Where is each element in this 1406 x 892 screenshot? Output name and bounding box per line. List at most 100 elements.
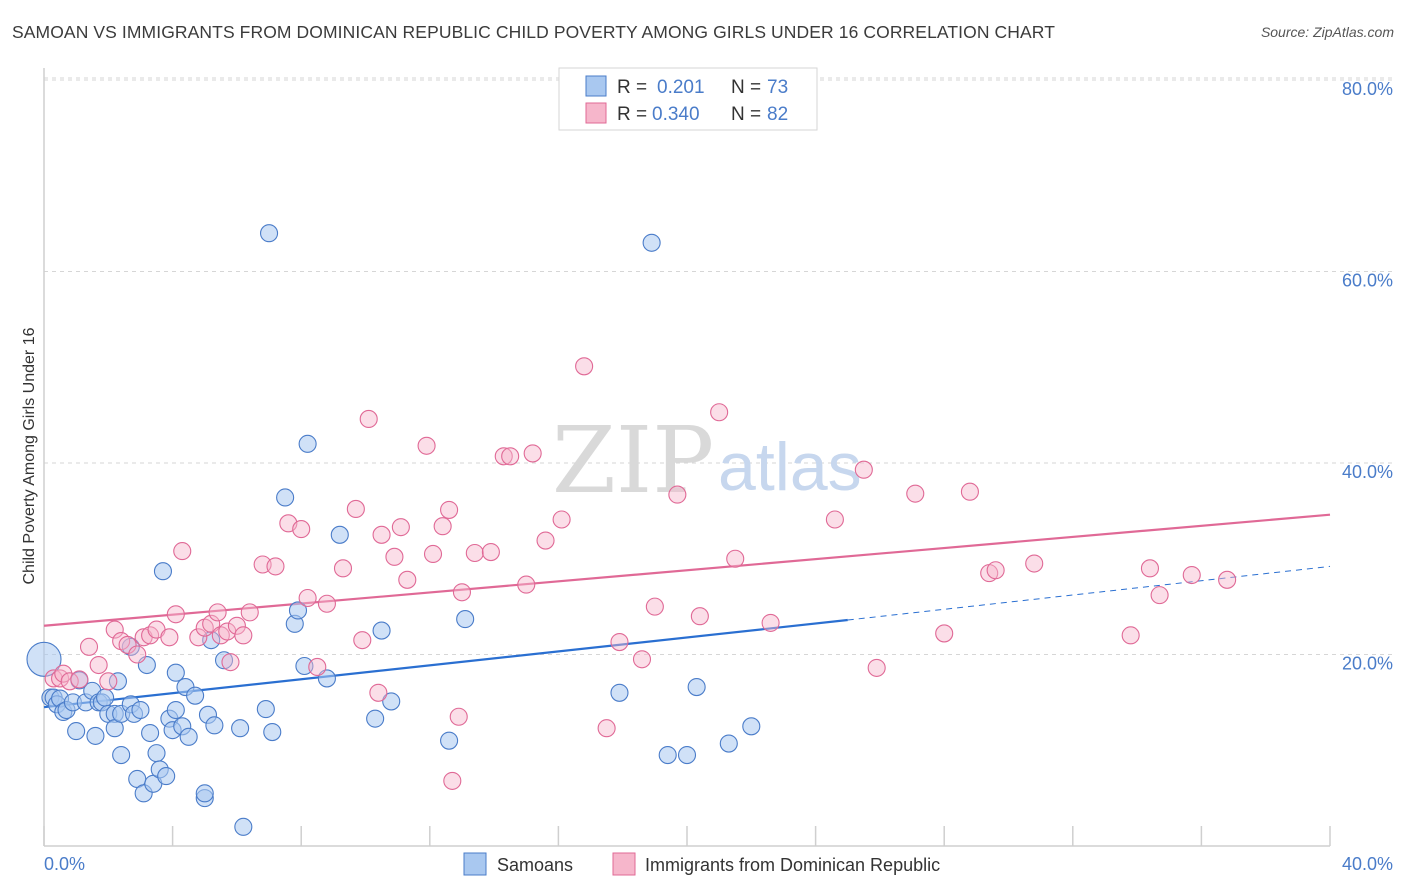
point-dominican: [575, 357, 594, 376]
point-dominican: [234, 626, 253, 645]
point-dominican: [960, 482, 979, 501]
point-dominican: [99, 672, 118, 691]
point-dominican: [690, 607, 709, 626]
y-axis-label: Child Poverty Among Girls Under 16: [21, 327, 38, 584]
point-dominican: [346, 499, 365, 519]
legend-n-label-blue: N =: [731, 77, 761, 98]
point-dominican: [160, 628, 179, 647]
point-dominican: [372, 525, 391, 544]
point-dominican: [597, 719, 616, 738]
point-samoans: [263, 723, 282, 742]
point-samoans: [141, 723, 160, 743]
point-dominican: [536, 531, 555, 550]
point-dominican: [465, 543, 484, 563]
point-samoans: [166, 700, 185, 720]
point-dominican: [645, 597, 664, 616]
point-dominican: [353, 631, 372, 650]
point-dominican: [70, 670, 89, 689]
legend-bottom: Samoans Immigrants from Dominican Republ…: [463, 852, 940, 876]
x-tick-label-max: 40.0%: [1342, 854, 1393, 874]
point-dominican: [906, 484, 925, 503]
point-samoans: [157, 767, 176, 786]
point-dominican: [761, 613, 780, 632]
point-samoans: [372, 621, 391, 640]
point-dominican: [501, 447, 520, 466]
legend-n-value-blue: 73: [767, 77, 788, 98]
point-dominican: [494, 447, 513, 466]
y-tick-label: 20.0%: [1342, 654, 1393, 674]
point-dominican: [166, 605, 185, 624]
point-dominican: [935, 624, 954, 643]
series-samoans-points: [26, 224, 761, 836]
point-dominican: [632, 650, 652, 669]
point-dominican: [668, 485, 687, 504]
point-dominican: [333, 559, 353, 578]
chart-title: SAMOAN VS IMMIGRANTS FROM DOMINICAN REPU…: [12, 22, 1056, 42]
legend-r-value-pink: 0.340: [652, 104, 700, 125]
point-samoans: [166, 663, 185, 682]
x-axis-ticks: [43, 826, 1331, 846]
point-dominican: [1218, 570, 1237, 589]
point-dominican: [481, 542, 500, 562]
point-dominican: [986, 561, 1005, 580]
point-dominican: [552, 510, 571, 529]
point-samoans: [366, 709, 385, 728]
point-dominican: [443, 771, 462, 790]
point-dominican: [227, 616, 246, 635]
point-samoans: [179, 727, 198, 746]
point-dominican: [105, 620, 124, 639]
point-samoans: [288, 601, 308, 620]
point-samoans: [205, 716, 224, 735]
point-samoans: [214, 651, 234, 670]
point-dominican: [423, 544, 443, 564]
point-dominican: [1140, 559, 1160, 578]
watermark: ZIP atlas: [552, 407, 862, 514]
x-tick-label-min: 0.0%: [44, 854, 85, 874]
point-dominican: [726, 549, 745, 568]
point-samoans: [440, 731, 459, 750]
bottom-legend-swatch-samoans: [463, 852, 487, 876]
point-samoans: [147, 744, 166, 763]
point-dominican: [1025, 554, 1044, 573]
point-dominican: [240, 603, 259, 622]
point-samoans: [108, 672, 127, 691]
watermark-zip: ZIP: [552, 407, 714, 514]
legend-r-label-blue: R =: [617, 77, 647, 98]
y-tick-label: 80.0%: [1342, 79, 1393, 99]
point-samoans: [276, 488, 295, 507]
point-dominican: [391, 518, 410, 537]
bottom-legend-swatch-dominican: [612, 852, 636, 876]
point-samoans: [112, 745, 131, 765]
point-samoans: [234, 817, 253, 836]
y-tick-labels: 20.0% 40.0% 60.0% 80.0%: [1342, 79, 1393, 674]
point-samoans: [382, 692, 401, 711]
trend-line-samoans: [43, 618, 848, 709]
point-dominican: [266, 557, 285, 576]
point-dominican: [369, 683, 388, 702]
point-samoans: [677, 745, 697, 765]
point-samoans: [67, 722, 86, 741]
bottom-legend-samoans: Samoans: [497, 855, 573, 875]
point-dominican: [221, 653, 240, 672]
point-samoans: [298, 434, 317, 453]
source-label: Source: ZipAtlas.com: [1260, 24, 1394, 40]
point-samoans: [231, 719, 250, 738]
point-dominican: [173, 542, 192, 561]
point-dominican: [189, 628, 208, 647]
trend-line-samoans-extension: [847, 565, 1331, 621]
point-samoans: [259, 224, 279, 243]
point-samoans: [86, 726, 105, 745]
legend-top: R = 0.201 N = 73 R = 0.340 N = 82: [558, 67, 818, 131]
point-dominican: [79, 637, 99, 656]
series-dominican-points: [44, 357, 1237, 790]
y-tick-label: 40.0%: [1342, 462, 1393, 482]
point-dominican: [417, 436, 436, 455]
point-dominican: [610, 633, 629, 652]
point-dominican: [1150, 586, 1169, 605]
point-dominican: [398, 570, 417, 589]
legend-r-value-blue: 0.201: [657, 77, 705, 98]
point-samoans: [610, 683, 629, 702]
point-samoans: [26, 641, 62, 677]
point-samoans: [131, 700, 150, 720]
point-dominican: [440, 500, 459, 519]
